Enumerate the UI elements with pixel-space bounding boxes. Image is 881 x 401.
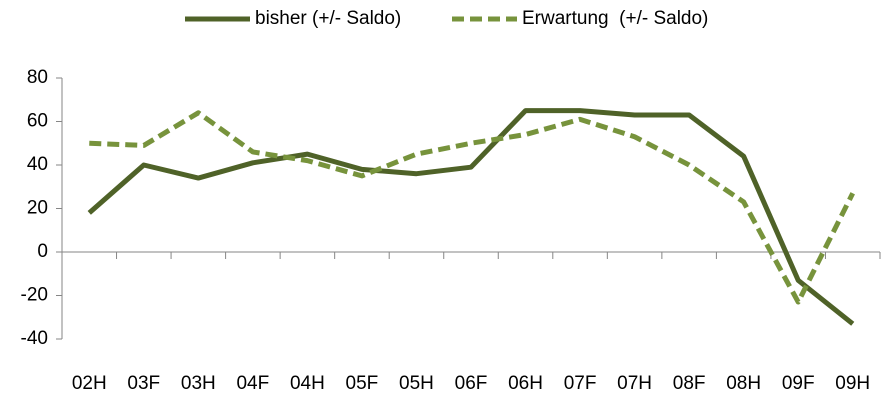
x-tick-label: 03F xyxy=(127,373,160,394)
y-tick-label: -40 xyxy=(21,328,48,349)
series-line xyxy=(89,110,855,305)
legend-label: bisher (+/- Saldo) xyxy=(255,8,401,29)
y-tick-label: 20 xyxy=(27,198,48,219)
y-tick-label: 0 xyxy=(37,241,48,262)
legend-label: Erwartung (+/- Saldo) xyxy=(522,8,708,29)
series-line xyxy=(87,108,855,326)
x-tick-label: 05F xyxy=(346,373,379,394)
y-tick-label: -20 xyxy=(21,285,48,306)
x-tick-label: 03H xyxy=(181,373,216,394)
x-tick-label: 09H xyxy=(835,373,870,394)
y-tick-label: 60 xyxy=(27,111,48,132)
x-tick-label: 05H xyxy=(399,373,434,394)
x-tick-label: 06F xyxy=(455,373,488,394)
x-tick-label: 02H xyxy=(72,373,107,394)
x-tick-label: 04F xyxy=(236,373,269,394)
x-tick-label: 08F xyxy=(673,373,706,394)
x-tick-label: 07H xyxy=(617,373,652,394)
y-tick-label: 80 xyxy=(27,67,48,88)
x-tick-label: 08H xyxy=(726,373,761,394)
x-tick-label: 04H xyxy=(290,373,325,394)
y-tick-label: 40 xyxy=(27,154,48,175)
x-tick-label: 06H xyxy=(508,373,543,394)
x-tick-label: 09F xyxy=(782,373,815,394)
x-tick-label: 07F xyxy=(564,373,597,394)
